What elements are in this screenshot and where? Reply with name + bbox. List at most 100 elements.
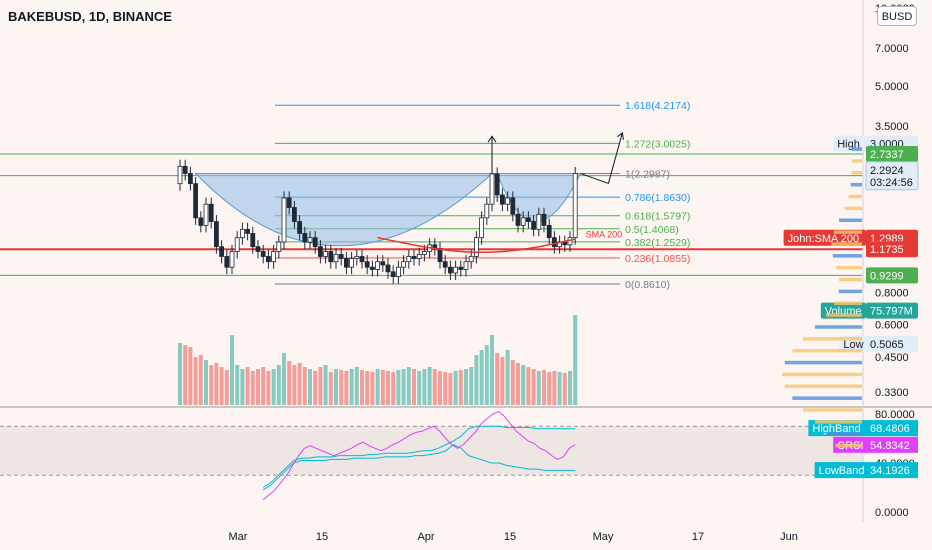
volume-bar — [521, 365, 526, 405]
price-tick-label: 0.8000 — [875, 287, 909, 299]
svg-text:1.1735: 1.1735 — [870, 244, 904, 256]
volume-bar — [536, 371, 541, 405]
volume-bar — [474, 355, 479, 405]
time-tick-label: 15 — [316, 531, 328, 543]
svg-text:LowBand: LowBand — [819, 465, 865, 477]
candle-body — [219, 246, 225, 257]
crsi-lowband-line — [262, 444, 576, 491]
candle-body — [328, 251, 334, 263]
time-axis[interactable]: Mar 15 Apr 15 May 17 Jun — [229, 531, 798, 543]
svg-text:2.7337: 2.7337 — [870, 149, 904, 161]
price-tick-label: 0.6000 — [875, 320, 909, 332]
candle-body — [484, 203, 490, 219]
volume-profile-bar — [803, 408, 862, 412]
cup-shape-left — [194, 173, 494, 247]
candle-body — [343, 258, 349, 268]
volume-bar — [313, 371, 318, 405]
volume-bar — [276, 365, 281, 405]
volume-bar — [510, 360, 515, 405]
candle-body — [291, 207, 297, 222]
volume-bar — [318, 367, 323, 405]
crsi-line — [262, 410, 576, 501]
volume-bar — [391, 372, 396, 405]
volume-bar — [266, 371, 271, 405]
volume-bar — [375, 369, 380, 405]
volume-profile-bar — [784, 360, 862, 365]
candle-body — [302, 233, 308, 243]
fib-level-label: 0.618(1.5797) — [625, 211, 690, 223]
candle-body — [385, 264, 391, 273]
volume-profile-bar — [834, 301, 862, 306]
volume-bar — [542, 370, 546, 405]
candle-body — [281, 197, 287, 243]
candle-body — [416, 254, 422, 259]
price-tag-level: 1.1735 — [866, 241, 918, 258]
candle-body — [193, 183, 199, 219]
volume-bar — [287, 361, 292, 405]
volume-histogram — [178, 315, 578, 405]
candle-body — [489, 173, 495, 205]
candle-body — [187, 173, 193, 185]
fib-level-label: 1(2.2987) — [625, 169, 670, 181]
volume-bar — [448, 373, 453, 405]
arrow-up-head — [487, 135, 497, 143]
volume-bar — [354, 367, 359, 405]
volume-bar — [261, 367, 266, 405]
currency-scale-button[interactable]: BUSD — [877, 6, 917, 26]
candle-body — [260, 251, 266, 257]
volume-profile-bar — [839, 218, 862, 223]
candle-body — [437, 248, 443, 263]
volume-bar — [230, 335, 234, 405]
volume-bar — [370, 372, 375, 405]
volume-bar — [547, 372, 552, 405]
candle-body — [229, 251, 235, 268]
candle-body — [354, 256, 360, 259]
volume-bar — [198, 355, 203, 405]
fib-level-label: 0(0.8610) — [625, 279, 670, 291]
volume-bar — [328, 372, 333, 405]
volume-bar — [406, 367, 411, 405]
fib-level-label: 1.272(3.0025) — [625, 138, 690, 150]
svg-text:Low: Low — [843, 339, 863, 351]
crsi-highband-line — [262, 425, 576, 488]
price-tick-label: 3.5000 — [875, 121, 909, 133]
candle-body — [255, 246, 261, 252]
volume-bar — [271, 369, 276, 405]
volume-bar — [323, 365, 328, 405]
candle-body — [505, 197, 511, 205]
candle-body — [198, 217, 204, 226]
candle-body — [265, 256, 271, 263]
crsi-guide-lines — [0, 425, 863, 476]
volume-bar — [500, 357, 505, 405]
volume-profile-bar — [825, 313, 862, 317]
candle-body — [458, 266, 464, 270]
volume-bar — [365, 371, 370, 405]
candle-body — [234, 237, 240, 252]
volume-bar — [458, 370, 463, 405]
volume-bar — [479, 350, 484, 405]
price-tick-label: 7.0000 — [875, 43, 909, 55]
candle-body — [453, 266, 459, 274]
candle-body — [375, 261, 381, 270]
volume-bar — [240, 369, 245, 405]
volume-bar — [308, 369, 312, 405]
time-tick-label: Apr — [417, 531, 434, 543]
crsi-tick-label: 80.0000 — [875, 409, 915, 421]
candle-body — [250, 233, 256, 248]
svg-text:03:24:56: 03:24:56 — [870, 177, 913, 189]
candle-body — [390, 271, 396, 277]
volume-bar — [297, 363, 302, 405]
volume-bar — [490, 335, 494, 405]
candle-body — [224, 256, 230, 268]
volume-bar — [516, 363, 520, 405]
volume-profile-bar — [851, 147, 862, 151]
price-tag-level: 0.9299 — [866, 267, 918, 284]
candle-body — [473, 237, 479, 257]
candle-body — [349, 258, 355, 268]
volume-bar — [417, 371, 422, 405]
svg-text:0.9299: 0.9299 — [870, 270, 904, 282]
svg-text:54.8342: 54.8342 — [870, 440, 910, 452]
candle-body — [562, 241, 568, 246]
time-tick-label: May — [593, 531, 614, 543]
crsi-pane — [0, 410, 863, 501]
